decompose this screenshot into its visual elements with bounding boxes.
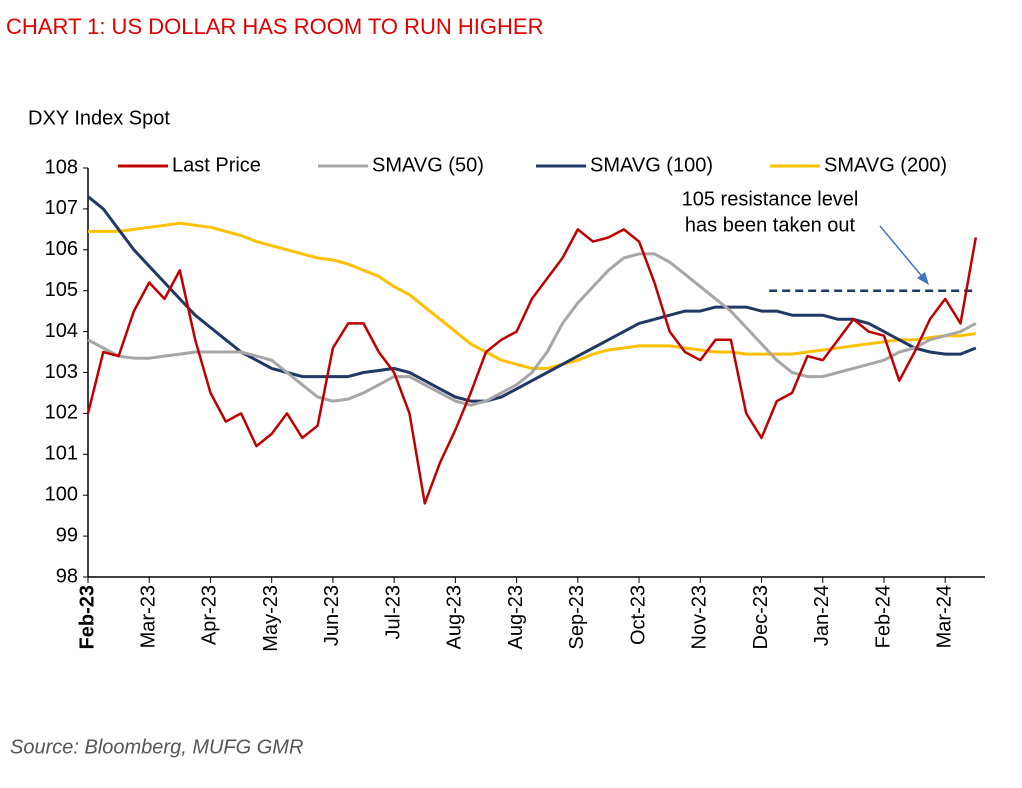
legend-label: Last Price: [172, 154, 261, 176]
y-tick-label: 107: [45, 197, 78, 219]
y-tick-label: 105: [45, 279, 78, 301]
source: Source: Bloomberg, MUFG GMR: [10, 736, 303, 758]
x-tick-label: Dec-23: [750, 585, 772, 649]
chart-title: CHART 1: US DOLLAR HAS ROOM TO RUN HIGHE…: [6, 14, 543, 39]
y-tick-label: 101: [45, 443, 78, 465]
annotation: 105 resistance level: [682, 188, 859, 210]
x-tick-label: Feb-24: [872, 585, 894, 648]
arrow-head: [917, 272, 929, 285]
y-tick-label: 106: [45, 238, 78, 260]
y-tick-label: 104: [45, 320, 78, 342]
y-tick-label: 98: [56, 565, 78, 587]
x-tick-label: Feb-23: [76, 585, 98, 649]
x-tick-label: Mar-23: [138, 585, 160, 648]
y-tick-label: 108: [45, 156, 78, 178]
y-tick-label: 102: [45, 402, 78, 424]
legend-label: SMAVG (200): [824, 154, 947, 176]
x-tick-label: Nov-23: [689, 585, 711, 649]
legend-label: SMAVG (50): [372, 154, 484, 176]
x-tick-label: Apr-23: [199, 585, 221, 645]
y-tick-label: 100: [45, 483, 78, 505]
x-tick-label: Jan-24: [811, 585, 833, 646]
annotation: has been taken out: [685, 214, 856, 236]
x-tick-label: Mar-24: [933, 585, 955, 648]
y-tick-label: 99: [56, 524, 78, 546]
x-tick-label: Oct-23: [627, 585, 649, 645]
x-tick-label: Aug-23: [444, 585, 466, 650]
x-tick-label: Jun-23: [321, 585, 343, 646]
annotation-arrow: [879, 225, 926, 281]
series-line: [87, 252, 977, 407]
x-tick-label: Sep-23: [566, 585, 588, 650]
x-tick-label: Aug-23: [505, 585, 527, 650]
series-line: [86, 228, 978, 505]
y-axis-label: DXY Index Spot: [28, 107, 170, 129]
series-line: [87, 195, 977, 403]
legend-label: SMAVG (100): [590, 154, 713, 176]
series-line: [88, 221, 977, 370]
x-tick-label: May-23: [260, 585, 282, 652]
y-tick-label: 103: [45, 361, 78, 383]
x-tick-label: Jul-23: [382, 585, 404, 639]
